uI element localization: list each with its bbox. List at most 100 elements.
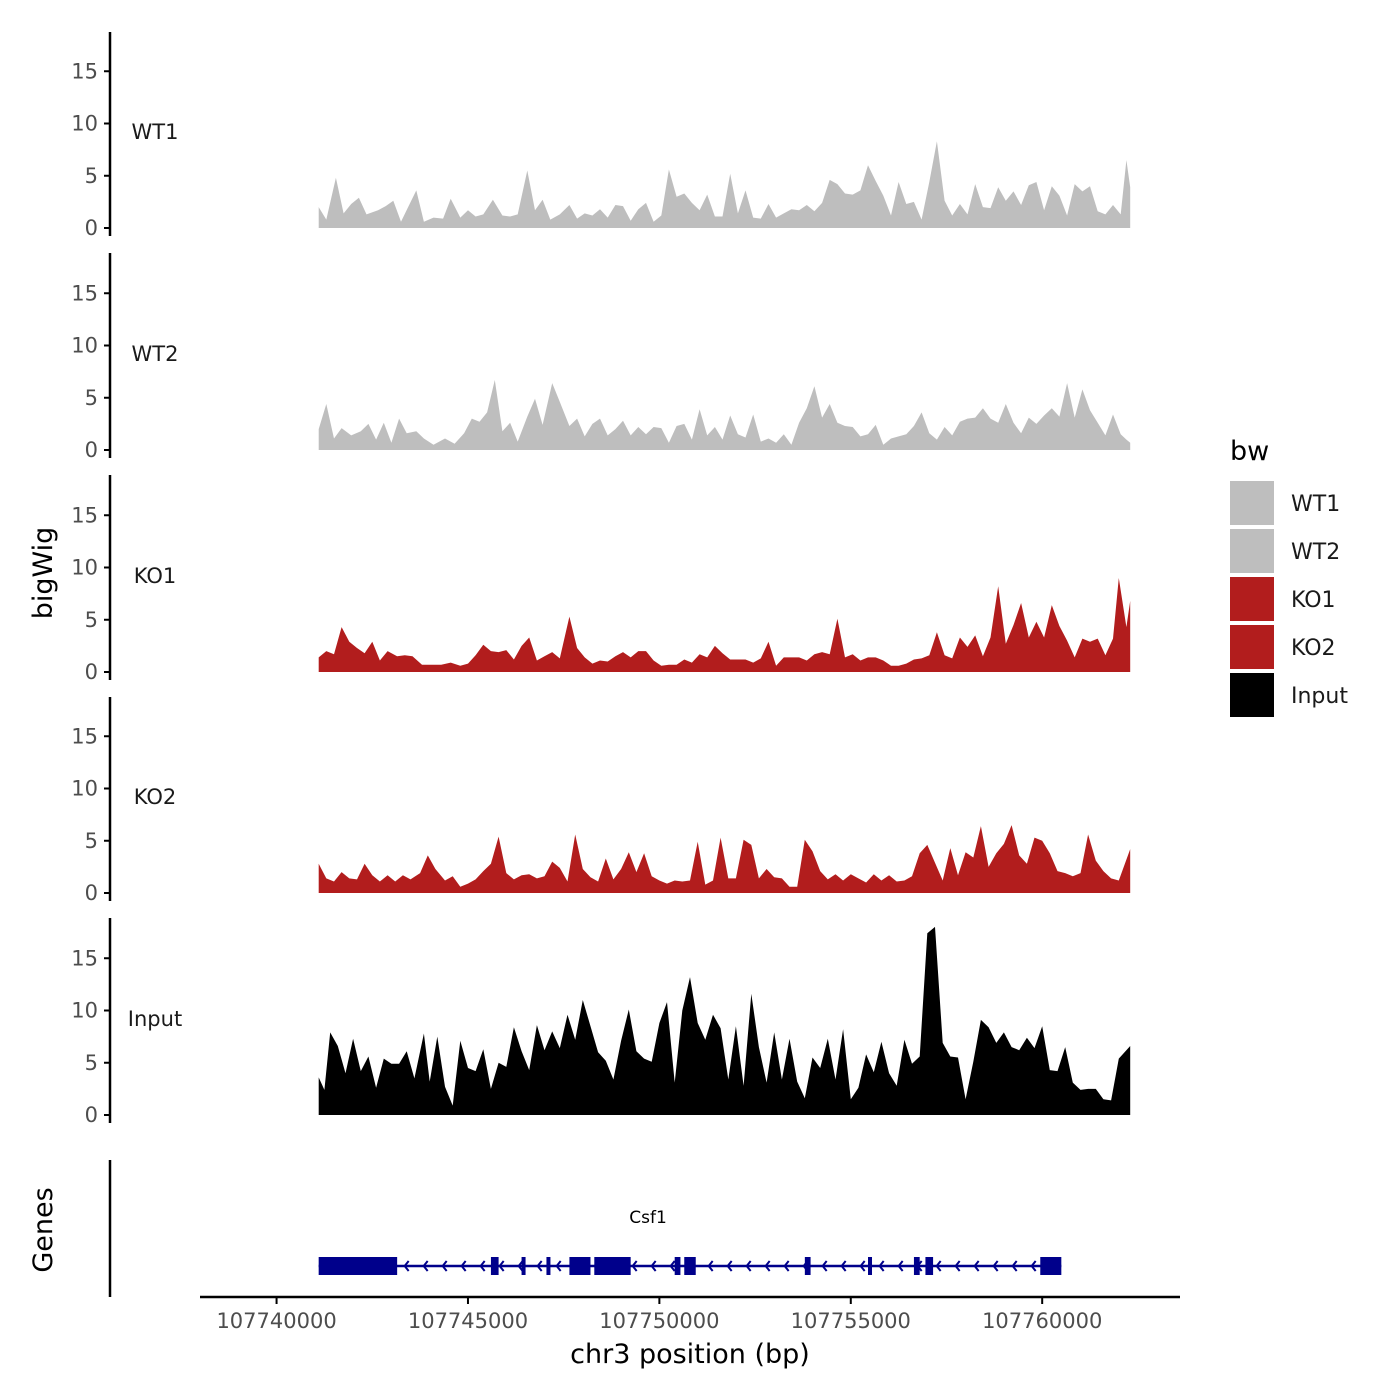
gene-exon	[1040, 1257, 1062, 1275]
gene-exon	[925, 1257, 934, 1275]
y-tick-label: 5	[85, 829, 98, 853]
legend-swatch-wt1	[1230, 481, 1274, 525]
track-label: WT1	[132, 120, 179, 144]
strand-arrow	[650, 1260, 657, 1272]
track-label: WT2	[132, 342, 179, 366]
strand-arrow	[840, 1260, 847, 1272]
tracks-layer: 0 5 10 15 WT1 0 5 10 15 WT2 0 5 10 15 KO1 0 5 10 15 KO2 0 5 10…	[71, 32, 1131, 1127]
y-tick-label: 10	[71, 999, 98, 1023]
strand-arrow	[992, 1260, 999, 1272]
y-tick-label: 10	[71, 334, 98, 358]
gene-exon	[318, 1257, 398, 1275]
track-area-wt2	[318, 380, 1131, 450]
y-tick-label: 0	[85, 216, 98, 240]
gene-exon	[684, 1257, 696, 1275]
y-tick-label: 10	[71, 556, 98, 580]
y-tick-label: 5	[85, 1051, 98, 1075]
genes-axis-title: Genes	[28, 1187, 59, 1272]
genes-layer: Csf1	[108, 1160, 1062, 1297]
legend-title: bw	[1230, 436, 1269, 467]
y-tick-label: 5	[85, 608, 98, 632]
strand-arrow	[821, 1260, 828, 1272]
strand-arrow	[726, 1260, 733, 1272]
gene-exon	[913, 1257, 920, 1275]
gene-exon	[868, 1257, 873, 1275]
legend-label-input: Input	[1291, 684, 1348, 709]
gene-exon	[594, 1257, 631, 1275]
y-axis-title: bigWig	[28, 527, 59, 620]
y-tick-label: 0	[85, 1103, 98, 1127]
y-tick-label: 0	[85, 438, 98, 462]
y-tick-label: 15	[71, 59, 98, 83]
track-label: KO1	[134, 564, 177, 588]
x-tick-label: 107750000	[599, 1309, 719, 1333]
x-tick-label: 107740000	[216, 1309, 336, 1333]
y-tick-label: 10	[71, 777, 98, 801]
gene-exon	[490, 1257, 499, 1275]
strand-arrow	[536, 1260, 543, 1272]
track-wt1: 0 5 10 15 WT1	[71, 32, 1131, 240]
track-area-input	[318, 926, 1131, 1115]
strand-arrow	[498, 1260, 505, 1272]
x-tick-label: 107755000	[791, 1309, 911, 1333]
y-tick-label: 10	[71, 112, 98, 136]
strand-arrow	[669, 1260, 676, 1272]
strand-arrow	[479, 1260, 486, 1272]
x-axis-title: chr3 position (bp)	[570, 1339, 810, 1370]
strand-arrow	[935, 1260, 942, 1272]
x-axis: 107740000 107745000 107750000 107755000 1077…	[200, 1295, 1180, 1333]
track-label: Input	[128, 1007, 182, 1031]
track-ko1: 0 5 10 15 KO1	[71, 475, 1131, 684]
strand-arrow	[422, 1260, 429, 1272]
strand-arrow	[878, 1260, 885, 1272]
legend-swatch-input	[1230, 673, 1274, 717]
track-area-ko1	[318, 578, 1131, 672]
strand-arrow	[954, 1260, 961, 1272]
y-tick-label: 5	[85, 386, 98, 410]
strand-arrow	[403, 1260, 410, 1272]
legend-label-ko1: KO1	[1291, 588, 1336, 613]
track-area-ko2	[318, 825, 1131, 893]
gene-exon	[569, 1257, 591, 1275]
y-tick-label: 15	[71, 281, 98, 305]
legend-label-ko2: KO2	[1291, 636, 1336, 661]
strand-arrow	[783, 1260, 790, 1272]
y-tick-label: 15	[71, 946, 98, 970]
gene-exon	[546, 1257, 551, 1275]
strand-arrow	[460, 1260, 467, 1272]
track-wt2: 0 5 10 15 WT2	[71, 253, 1131, 462]
x-tick-label: 107745000	[408, 1309, 528, 1333]
gene-exon	[674, 1257, 681, 1275]
legend-swatch-ko2	[1230, 625, 1274, 669]
strand-arrow	[1030, 1260, 1037, 1272]
legend-swatch-wt2	[1230, 529, 1274, 573]
x-tick-label: 107760000	[982, 1309, 1102, 1333]
strand-arrow	[859, 1260, 866, 1272]
strand-arrow	[897, 1260, 904, 1272]
track-ko2: 0 5 10 15 KO2	[71, 697, 1131, 905]
strand-arrow	[973, 1260, 980, 1272]
track-label: KO2	[134, 785, 177, 809]
gene-exon	[521, 1257, 526, 1275]
y-tick-label: 0	[85, 660, 98, 684]
legend-label-wt2: WT2	[1291, 540, 1340, 565]
y-tick-label: 5	[85, 164, 98, 188]
strand-arrow	[764, 1260, 771, 1272]
legend: bw WT1 WT2 KO1 KO2 Input	[1230, 436, 1348, 717]
legend-label-wt1: WT1	[1291, 492, 1340, 517]
track-area-wt1	[318, 141, 1131, 228]
strand-arrow	[745, 1260, 752, 1272]
strand-arrow	[1011, 1260, 1018, 1272]
gene-name: Csf1	[629, 1208, 667, 1228]
strand-arrow	[707, 1260, 714, 1272]
y-tick-label: 0	[85, 881, 98, 905]
legend-swatch-ko1	[1230, 577, 1274, 621]
strand-arrow	[555, 1260, 562, 1272]
gene-exon	[804, 1257, 811, 1275]
y-tick-label: 15	[71, 503, 98, 527]
track-input: 0 5 10 15 Input	[71, 918, 1131, 1127]
y-tick-label: 15	[71, 724, 98, 748]
strand-arrow	[631, 1260, 638, 1272]
